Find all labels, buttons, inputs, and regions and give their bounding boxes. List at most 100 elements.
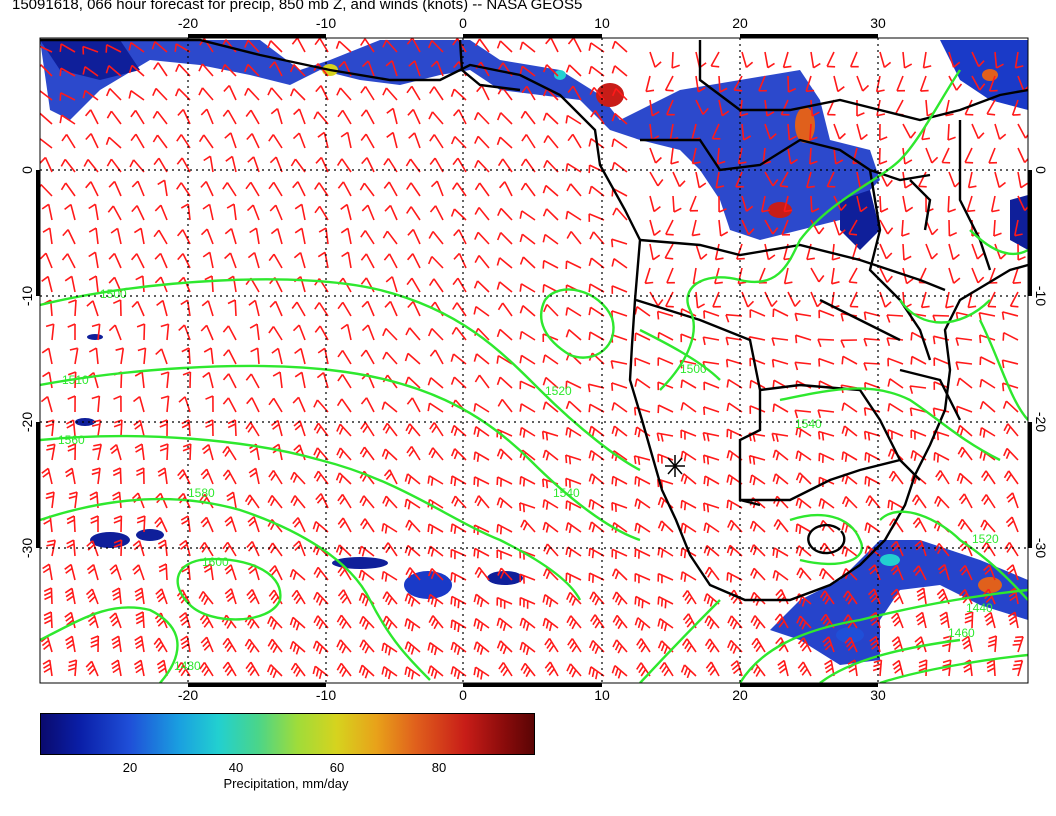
wind-barb <box>566 591 582 606</box>
wind-barb <box>841 355 858 365</box>
wind-barb <box>290 158 306 173</box>
wind-barb <box>112 299 122 317</box>
wind-barb <box>158 563 168 581</box>
wind-barb <box>764 99 775 117</box>
wind-barb <box>818 497 835 509</box>
wind-barb <box>292 517 306 533</box>
wind-barb <box>105 64 122 77</box>
wind-barb <box>611 112 628 125</box>
wind-barb <box>588 213 605 222</box>
contour-label: 1560 <box>58 433 85 447</box>
wind-barb <box>41 347 53 365</box>
wind-barb <box>764 123 777 140</box>
wind-barb <box>429 157 444 173</box>
wind-barb <box>659 661 674 677</box>
wind-barb <box>88 203 99 221</box>
wind-barb <box>382 422 398 437</box>
wind-barb <box>176 134 191 149</box>
wind-barb <box>542 568 559 581</box>
wind-barb <box>787 147 798 165</box>
wind-barb <box>336 398 352 413</box>
wind-barb <box>542 112 559 125</box>
wind-barb <box>818 357 835 367</box>
wind-barb <box>61 253 76 269</box>
wind-barb <box>450 424 467 437</box>
wind-barb <box>634 426 651 438</box>
wind-barb <box>82 66 99 77</box>
wind-barb <box>847 659 858 677</box>
contour-label: 1500 <box>100 287 127 301</box>
wind-barb <box>741 123 752 141</box>
wind-barb <box>337 181 352 197</box>
wind-barb <box>473 641 490 655</box>
wind-barb <box>588 666 605 680</box>
wind-barb <box>941 659 952 677</box>
wind-barb <box>427 568 444 581</box>
wind-barb <box>863 337 881 347</box>
wind-barb <box>565 454 582 465</box>
wind-barb <box>450 136 467 149</box>
wind-barb <box>520 662 536 678</box>
wind-barb <box>314 205 329 221</box>
wind-barb <box>844 636 858 653</box>
wind-barb <box>611 258 628 269</box>
wind-barb <box>407 228 421 245</box>
wind-barb <box>268 326 283 341</box>
wind-barb <box>1003 423 1019 437</box>
wind-barb <box>336 639 352 654</box>
wind-barb <box>611 501 628 512</box>
wind-barb <box>810 219 825 235</box>
wind-barb <box>565 64 582 77</box>
wind-barb <box>764 219 779 235</box>
wind-barb <box>912 565 927 581</box>
wind-barb <box>335 40 352 53</box>
wind-barb <box>919 75 929 92</box>
wind-barb <box>774 613 789 629</box>
wind-barb <box>649 243 661 261</box>
wind-barb <box>429 134 444 149</box>
wind-barb <box>131 205 145 221</box>
wind-barb <box>294 347 306 365</box>
wind-barb <box>474 182 490 197</box>
wind-barb <box>867 588 881 605</box>
wind-barb <box>427 255 444 269</box>
wind-barb <box>981 470 996 485</box>
wind-barb <box>671 51 680 69</box>
wind-barb <box>406 38 421 53</box>
wind-barb <box>519 573 536 584</box>
wind-barb <box>542 259 559 269</box>
wind-barb <box>702 336 720 346</box>
wind-barb <box>649 219 661 237</box>
wind-barb <box>588 572 605 583</box>
wind-barb <box>649 51 662 68</box>
wind-barb <box>43 587 53 605</box>
wind-barb <box>496 523 513 535</box>
wind-barb <box>204 275 214 293</box>
wind-barb <box>269 565 283 581</box>
wind-barb <box>160 371 170 389</box>
wind-barb <box>244 87 260 101</box>
wind-barb <box>180 635 191 653</box>
wind-barb <box>224 564 237 581</box>
wind-barb <box>405 423 421 437</box>
wind-barb <box>737 267 747 285</box>
wind-barb <box>180 299 191 317</box>
wind-barb <box>649 195 661 213</box>
wind-barb <box>796 567 812 581</box>
wind-barb <box>519 641 536 656</box>
wind-barb <box>818 568 835 581</box>
wind-barb <box>86 300 99 317</box>
wind-barb <box>542 333 559 343</box>
wind-barb <box>1017 123 1028 139</box>
wind-barb <box>826 51 836 68</box>
wind-barb <box>65 635 76 653</box>
wind-barb <box>203 563 214 581</box>
wind-barb <box>496 328 513 341</box>
wind-barb <box>749 357 766 367</box>
wind-barb <box>160 395 170 413</box>
wind-barb <box>201 300 214 317</box>
wind-barb <box>543 543 559 557</box>
lat-tick-label: 0 <box>1033 166 1049 174</box>
wind-barb <box>496 112 513 125</box>
lon-tick-label: 0 <box>459 687 467 703</box>
